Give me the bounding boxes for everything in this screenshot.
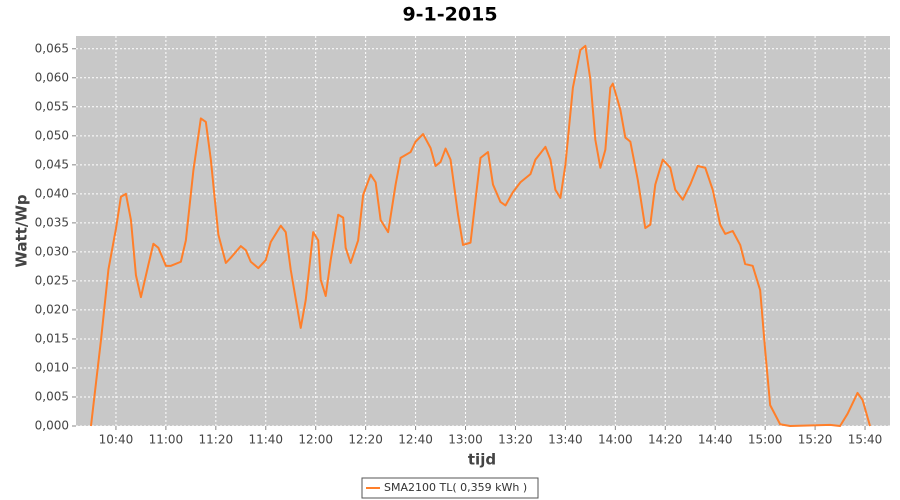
x-tick-label: 12:00 [298, 433, 333, 447]
legend-label: SMA2100 TL( 0,359 kWh ) [384, 481, 527, 494]
x-tick-label: 12:20 [348, 433, 383, 447]
plot-area [76, 36, 890, 426]
x-tick-label: 12:40 [398, 433, 433, 447]
chart-title: 9-1-2015 [402, 4, 497, 26]
y-tick-label: 0,010 [35, 360, 69, 374]
y-tick-label: 0,000 [35, 419, 69, 433]
x-tick-label: 15:00 [748, 433, 783, 447]
x-tick-label: 15:40 [848, 433, 883, 447]
y-tick-label: 0,025 [35, 273, 69, 287]
x-tick-label: 11:40 [248, 433, 283, 447]
x-tick-label: 14:20 [648, 433, 683, 447]
y-tick-label: 0,045 [35, 157, 69, 171]
series-line [89, 44, 871, 427]
y-tick-label: 0,020 [35, 302, 69, 316]
x-tick-label: 10:40 [99, 433, 134, 447]
x-tick-label: 14:00 [598, 433, 633, 447]
x-tick-label: 15:20 [798, 433, 833, 447]
x-axis-label: tijd [468, 451, 496, 469]
legend [361, 477, 539, 499]
y-tick-label: 0,055 [35, 99, 69, 113]
y-tick-label: 0,040 [35, 186, 69, 200]
x-tick-label: 13:20 [498, 433, 533, 447]
y-tick-label: 0,060 [35, 70, 69, 84]
y-tick-label: 0,050 [35, 128, 69, 142]
x-tick-label: 13:40 [548, 433, 583, 447]
x-tick-label: 11:20 [199, 433, 234, 447]
y-tick-label: 0,035 [35, 215, 69, 229]
x-tick-label: 11:00 [149, 433, 184, 447]
x-tick-label: 14:40 [698, 433, 733, 447]
y-tick-label: 0,005 [35, 389, 69, 403]
y-axis-label: Watt/Wp [13, 194, 31, 267]
y-tick-label: 0,030 [35, 244, 69, 258]
x-tick-label: 13:00 [448, 433, 483, 447]
y-tick-label: 0,015 [35, 331, 69, 345]
y-tick-label: 0,065 [35, 41, 69, 55]
